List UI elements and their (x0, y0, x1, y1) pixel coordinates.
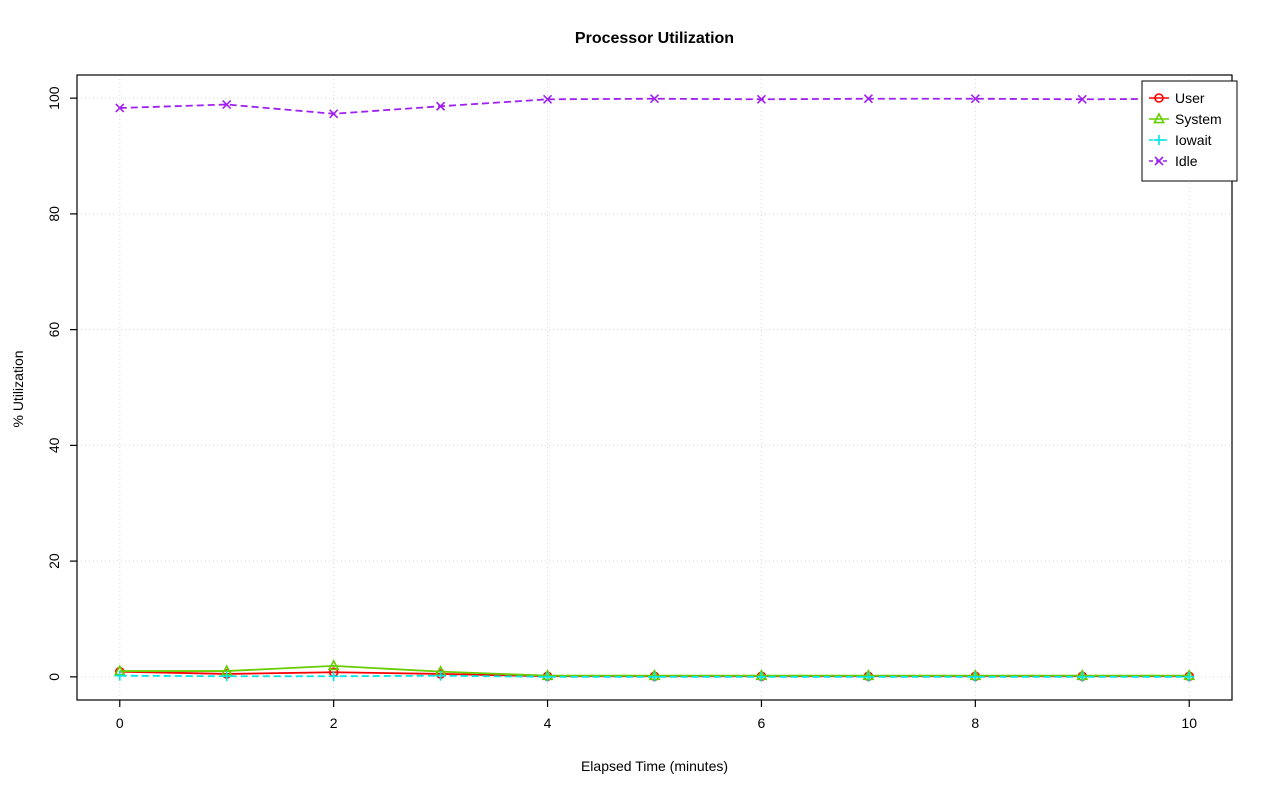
x-tick-label: 8 (971, 715, 979, 731)
chart-title: Processor Utilization (574, 30, 735, 47)
series-marker-x (436, 101, 446, 111)
y-tick-label: 0 (46, 673, 62, 681)
series-marker-x (115, 103, 125, 113)
y-tick-label: 100 (46, 86, 62, 110)
series-marker-x (329, 109, 339, 119)
series-marker-x (1077, 94, 1087, 104)
x-tick-label: 0 (116, 715, 124, 731)
y-tick-label: 80 (46, 206, 62, 222)
series-marker-x (1154, 156, 1164, 166)
legend-label-system: System (1175, 111, 1222, 127)
legend-label-iowait: Iowait (1175, 132, 1212, 148)
y-tick-label: 40 (46, 437, 62, 453)
x-tick-label: 2 (330, 715, 338, 731)
legend-label-user: User (1175, 90, 1205, 106)
series-marker-circle (1154, 93, 1164, 103)
x-axis-label: Elapsed Time (minutes) (580, 758, 729, 774)
y-axis-label: % Utilization (10, 350, 26, 428)
series-marker-x (542, 94, 553, 104)
x-tick-label: 4 (544, 715, 552, 731)
series-marker-x (863, 94, 873, 104)
series-marker-triangle (327, 659, 340, 671)
series-marker-x (222, 99, 232, 110)
x-tick-label: 10 (1181, 715, 1197, 731)
series-marker-x (756, 94, 767, 104)
plot-border (76, 74, 1233, 701)
series-marker-x (649, 94, 660, 104)
legend-label-idle: Idle (1175, 153, 1198, 169)
series-marker-triangle (1153, 112, 1165, 124)
series-line-idle (119, 97, 1190, 115)
y-tick-label: 20 (46, 553, 62, 569)
y-tick-label: 60 (46, 322, 62, 338)
x-tick-label: 6 (758, 715, 766, 731)
series-marker-x (970, 94, 980, 104)
